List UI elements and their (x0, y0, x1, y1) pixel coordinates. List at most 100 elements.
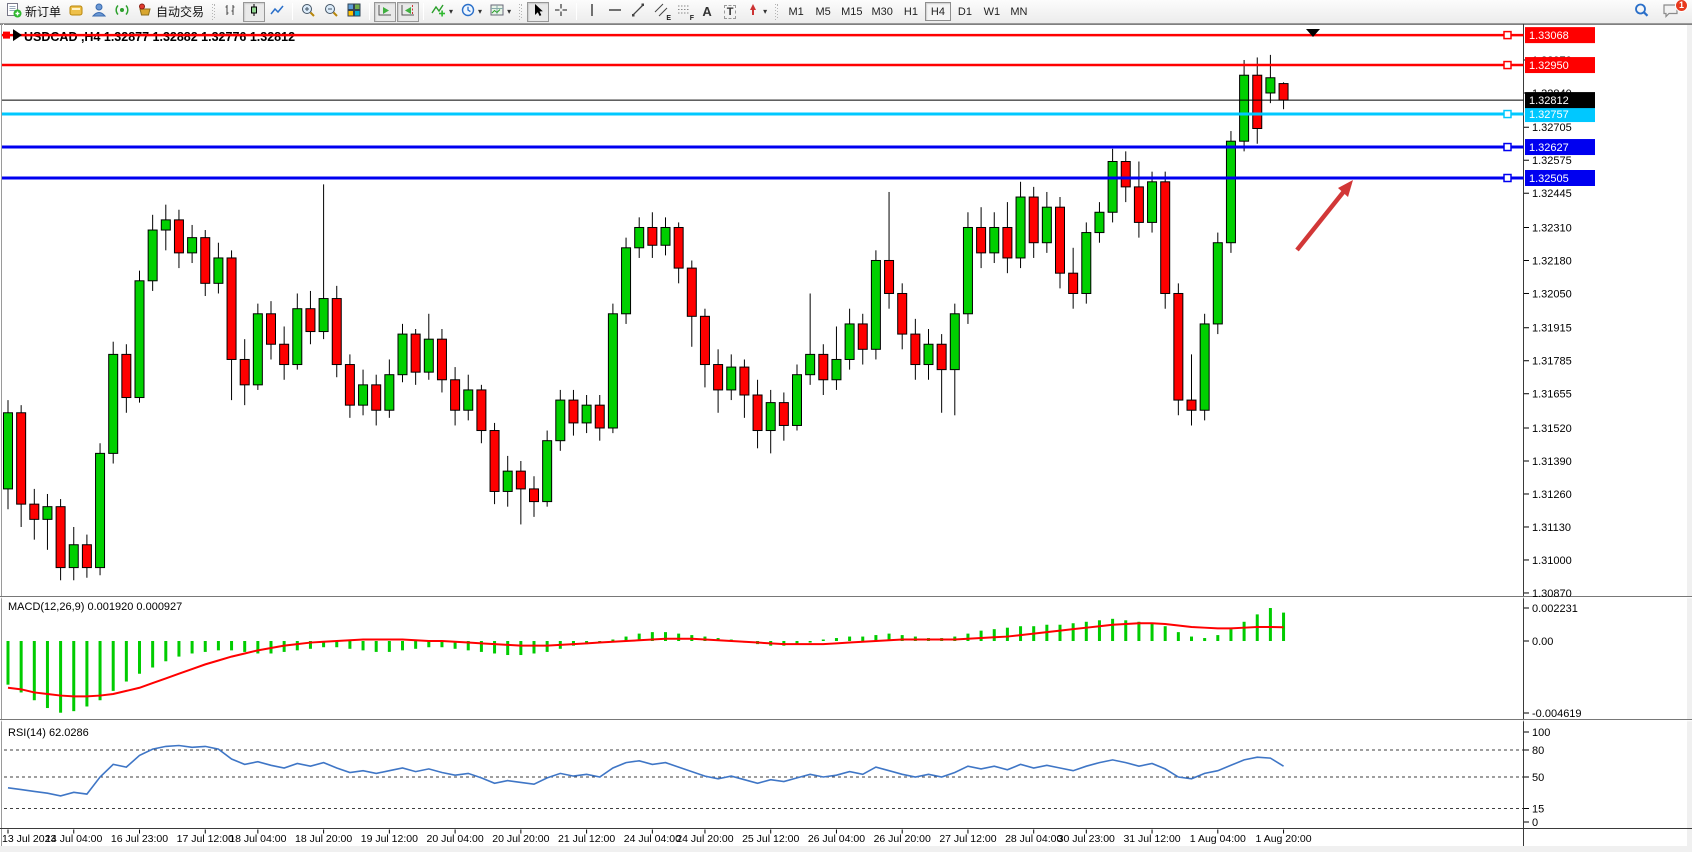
line-handle[interactable] (1503, 60, 1512, 70)
candle-body (423, 338, 434, 373)
timeframe-mn-button[interactable]: MN (1006, 2, 1032, 21)
crosshair-button[interactable] (550, 2, 572, 22)
channel-tool-button[interactable]: E (650, 2, 672, 22)
chevron-down-icon: ▾ (478, 7, 483, 16)
candle-body (515, 470, 526, 490)
toolbar-separator (292, 3, 294, 20)
time-axis-label: 20 Jul 04:00 (426, 833, 483, 845)
tile-windows-button[interactable] (343, 2, 365, 22)
toolbar-grip[interactable] (212, 3, 216, 20)
toolbar-grip[interactable] (775, 3, 779, 20)
fibonacci-tool-button[interactable]: F (673, 2, 695, 22)
cursor-pointer (13, 29, 22, 42)
signal-button[interactable] (111, 2, 133, 22)
time-axis-label: 25 Jul 12:00 (742, 833, 799, 845)
candle-body (108, 353, 119, 454)
price-axis-label: 1.30870 (1532, 588, 1572, 600)
macd-histogram-bar (848, 636, 852, 641)
bar-chart-button[interactable] (220, 2, 242, 22)
timeframe-m1-button[interactable]: M1 (783, 2, 809, 21)
periods-button[interactable]: ▾ (457, 2, 485, 22)
price-badge (1525, 57, 1595, 74)
line-left-handle[interactable] (3, 31, 10, 39)
line-handle[interactable] (1503, 109, 1512, 119)
trendline-tool-button[interactable] (627, 2, 649, 22)
candle-body (410, 333, 421, 373)
macd-histogram-bar (111, 641, 115, 691)
fibonacci-icon (676, 2, 692, 21)
candle-body (805, 353, 816, 376)
indicators-button[interactable]: ▾ (428, 2, 456, 22)
timeframe-w1-button[interactable]: W1 (979, 2, 1005, 21)
auto-scroll-button[interactable] (374, 1, 397, 22)
macd-signal-line (7, 622, 1284, 698)
time-axis-label: 18 Jul 20:00 (295, 833, 352, 845)
text-label-tool-button[interactable]: T (719, 2, 741, 22)
candle-body (844, 323, 855, 360)
macd-histogram-bar (243, 641, 247, 652)
macd-histogram-bar (861, 636, 865, 641)
macd-histogram-bar (322, 641, 326, 648)
vertical-line-tool-button[interactable] (581, 2, 603, 22)
macd-histogram-bar (177, 641, 181, 657)
price-axis-label: 1.32705 (1532, 122, 1572, 134)
price-axis[interactable]: 1.329701.328401.327051.325751.324451.323… (1524, 27, 1595, 600)
macd-histogram-bar (414, 641, 418, 649)
search-button[interactable] (1630, 2, 1653, 22)
macd-histogram-bar (190, 641, 194, 654)
candle-body (1094, 211, 1105, 234)
autotrading-button[interactable]: 自动交易 (134, 2, 207, 22)
macd-histogram-bar (1111, 618, 1115, 641)
candle-body (936, 343, 947, 371)
line-handle[interactable] (1503, 142, 1512, 152)
macd-histogram-bar (532, 641, 536, 654)
notifications-button[interactable]: 1 (1659, 0, 1688, 22)
candle-body (436, 338, 447, 381)
candle-body (923, 343, 934, 366)
chart-shift-button[interactable] (397, 1, 420, 22)
macd-histogram-bar (361, 641, 365, 651)
text-tool-button[interactable]: A (696, 2, 718, 22)
time-axis-label: 24 Jul 20:00 (676, 833, 733, 845)
new-order-icon (6, 2, 22, 21)
chart-profile-button[interactable] (65, 2, 87, 22)
metaeditor-button[interactable] (88, 2, 110, 22)
macd-histogram-bar (992, 629, 996, 641)
line-handle[interactable] (1503, 173, 1512, 183)
timeframe-d1-button[interactable]: D1 (952, 2, 978, 21)
macd-histogram-bar (1097, 620, 1101, 641)
trend-arrow[interactable] (1295, 188, 1347, 252)
zoom-in-button[interactable] (297, 2, 319, 22)
line-handle[interactable] (1503, 30, 1512, 40)
macd-histogram-bar (85, 641, 89, 707)
new-order-button[interactable]: 新订单 (3, 2, 64, 22)
timeframe-h1-button[interactable]: H1 (898, 2, 924, 21)
zoom-out-button[interactable] (320, 2, 342, 22)
shapes-tool-button[interactable]: ▾ (742, 2, 770, 22)
timeframe-m15-button[interactable]: M15 (837, 2, 866, 21)
cursor-button[interactable] (527, 1, 550, 22)
toolbar-grip[interactable] (519, 3, 523, 20)
macd-histogram-bar (440, 641, 444, 648)
macd-histogram-bar (677, 633, 681, 641)
candlestick-chart-button[interactable] (243, 1, 266, 22)
trend-arrow-head[interactable] (1338, 180, 1353, 197)
candle-body (252, 313, 263, 386)
timeframe-m5-button[interactable]: M5 (810, 2, 836, 21)
macd-histogram-bar (59, 641, 63, 713)
line-chart-button[interactable] (266, 2, 288, 22)
timeframe-h4-button[interactable]: H4 (924, 2, 951, 21)
candle-body (331, 298, 342, 366)
candle-body (3, 412, 13, 490)
down-triangle-marker[interactable] (1306, 29, 1320, 37)
templates-button[interactable]: ▾ (486, 2, 514, 22)
macd-panel: MACD(12,26,9) 0.001920 0.000927 0.002231 0… (6, 601, 1582, 720)
horizontal-line-tool-button[interactable] (604, 2, 626, 22)
macd-histogram-bar (479, 641, 483, 652)
candle-body (160, 219, 171, 231)
timeframe-m30-button[interactable]: M30 (868, 2, 897, 21)
macd-histogram-bar (900, 635, 904, 641)
candle-body (1041, 206, 1052, 244)
